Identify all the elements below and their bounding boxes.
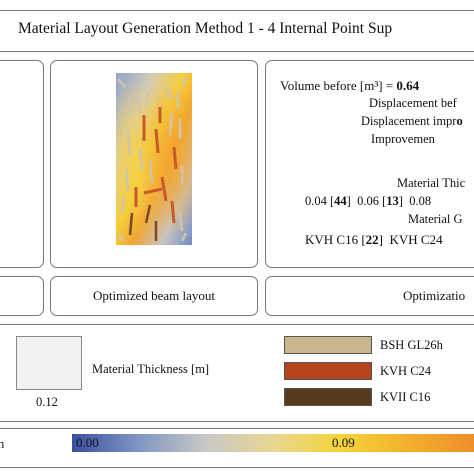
improvement-line: Improvemen — [371, 132, 435, 146]
beam-light — [168, 112, 174, 136]
title-bar — [0, 10, 474, 52]
material-swatch-kvh-c24 — [284, 362, 372, 380]
right-caption-panel: Optimizatio — [265, 276, 474, 316]
beam-orange — [160, 176, 168, 202]
thickness-legend-label: Material Thickness [m] — [92, 362, 210, 376]
beam-layout-panel — [50, 60, 258, 268]
beam-orange — [143, 187, 163, 195]
material-label-kvh-c16: KVII C16 — [380, 390, 431, 404]
thickness-value: 0.12 — [36, 395, 58, 409]
volume-line: Volume before [m³] = 0.64 — [280, 78, 419, 94]
beam-light — [180, 232, 188, 242]
beam-light — [120, 196, 126, 214]
page-title: Material Layout Generation Method 1 - 4 … — [18, 20, 393, 37]
material-thickness-heading: Material Thic — [397, 176, 466, 190]
beam-orange — [170, 200, 176, 224]
beam-group — [117, 76, 188, 242]
beam-light — [144, 90, 151, 108]
beam-light — [138, 148, 144, 172]
grade-counts: KVH C16 [22] KVH C24 — [305, 232, 443, 247]
material-swatch-kvh-c16 — [284, 388, 372, 406]
stats-panel — [265, 60, 474, 268]
material-swatch-bsh-gl26h — [284, 336, 372, 354]
colorbar-mid-label: 0.09 — [332, 435, 355, 450]
middle-caption: Optimized beam layout — [92, 288, 216, 303]
beam-light — [126, 94, 134, 116]
material-label-kvh-c24: KVH C24 — [380, 364, 432, 378]
thickness-counts: 0.04 [44] 0.06 [13] 0.08 — [305, 194, 432, 208]
middle-caption-panel: Optimized beam layout — [50, 276, 258, 316]
beam-light — [164, 86, 174, 100]
beam-orange — [172, 146, 178, 170]
material-grade-heading: Material G — [408, 212, 463, 226]
beam-light — [126, 130, 132, 156]
right-caption: Optimizatio — [403, 288, 466, 303]
colorbar-gradient — [72, 434, 474, 452]
beam-layout-plot — [116, 73, 192, 245]
beam-light — [148, 160, 154, 184]
left-caption-panel — [0, 276, 44, 316]
colorbar-unit-label: n — [0, 437, 5, 451]
thickness-swatch — [16, 336, 82, 390]
beam-dark — [144, 204, 152, 224]
displacement-before: Displacement bef — [369, 96, 457, 110]
volume-value: 0.64 — [396, 78, 420, 93]
beam-orange — [154, 128, 160, 154]
beam-dark — [128, 212, 134, 236]
beam-light — [117, 78, 126, 88]
beam-light — [124, 168, 130, 192]
displacement-improved: Displacement impro — [361, 114, 463, 128]
beam-light — [117, 232, 125, 242]
beam-light — [136, 92, 142, 114]
material-label-bsh-gl26h: BSH GL26h — [380, 338, 443, 352]
beam-light — [178, 210, 184, 232]
beam-light — [180, 76, 188, 88]
colorbar-min-label: 0.00 — [76, 435, 99, 450]
volume-label: Volume before [m³] = — [280, 78, 397, 93]
left-image-panel — [0, 60, 44, 268]
